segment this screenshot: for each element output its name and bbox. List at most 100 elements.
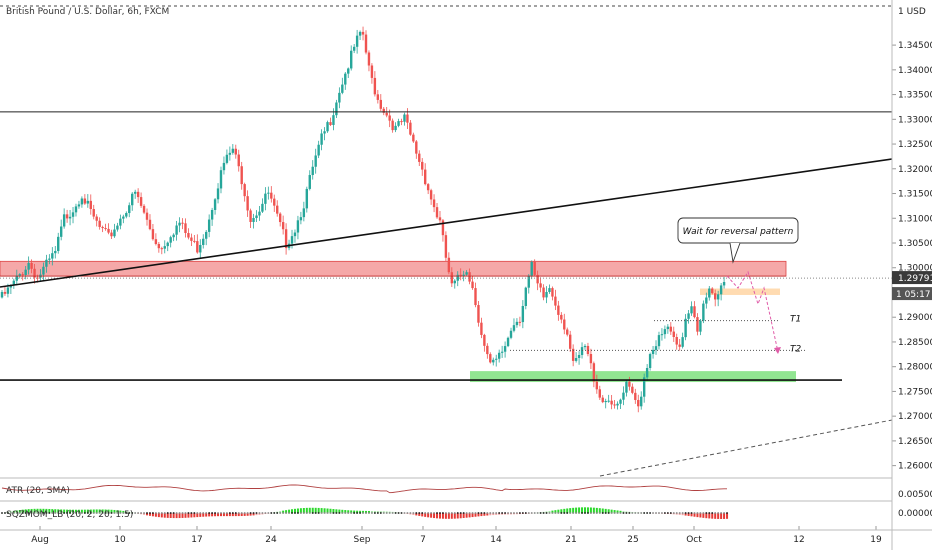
squeeze-dot [572, 512, 574, 514]
y-tick-label: 1.33500 [898, 91, 932, 101]
candle-body [708, 288, 711, 298]
candle-body [684, 318, 687, 338]
squeeze-dot [522, 512, 524, 514]
momentum-bar [66, 509, 69, 514]
momentum-bar [178, 513, 181, 519]
squeeze-dot [462, 512, 465, 514]
candle-body [83, 198, 87, 204]
candle-body [323, 131, 326, 134]
momentum-bar [282, 510, 285, 514]
momentum-bar [122, 510, 125, 514]
y-tick-label: 1.34000 [898, 66, 932, 76]
squeeze-dot [442, 512, 444, 514]
momentum-bar [450, 513, 453, 519]
squeeze-dot [184, 512, 187, 514]
momentum-bar [21, 509, 24, 514]
squeeze-dot [483, 512, 486, 514]
squeeze-dot [717, 512, 719, 514]
momentum-bar [338, 509, 341, 514]
squeeze-dot [670, 512, 672, 514]
candle-body [74, 206, 78, 213]
candle-body [503, 346, 507, 352]
momentum-bar [690, 513, 693, 517]
momentum-bar [563, 508, 566, 514]
candle-body [27, 262, 30, 270]
squeeze-dot [7, 512, 9, 514]
x-tick-label: Sep [354, 535, 371, 545]
squeeze-dot [113, 512, 116, 514]
candle-body [492, 359, 495, 363]
squeeze-dot [684, 512, 687, 514]
candle-body [423, 169, 427, 185]
momentum-bar [285, 510, 288, 514]
momentum-bar [362, 510, 365, 514]
squeeze-dot [101, 512, 104, 514]
candle-body [471, 281, 474, 289]
y-tick-label: 1.29000 [898, 313, 932, 323]
squeeze-dot [261, 512, 264, 514]
candle-body [477, 305, 480, 323]
callout-pointer [729, 242, 741, 264]
y-tick-label: 1.28500 [898, 338, 932, 348]
squeeze-dot [693, 512, 696, 514]
squeeze-dot [610, 512, 613, 514]
squeeze-dot [359, 512, 361, 514]
momentum-bar [148, 513, 151, 516]
momentum-bar [293, 508, 296, 514]
squeeze-dot [714, 512, 717, 514]
candle-body [382, 108, 385, 113]
candle-body [474, 288, 477, 306]
momentum-bar [726, 513, 729, 519]
candle-body [637, 399, 640, 407]
squeeze-dot [226, 512, 228, 514]
momentum-bar [356, 510, 359, 514]
squeeze-dot [658, 512, 660, 514]
candle-body [651, 349, 655, 355]
momentum-bar [211, 513, 214, 517]
squeeze-dot [403, 512, 406, 514]
candle-body [577, 354, 581, 359]
momentum-bar [486, 513, 489, 516]
squeeze-dot [675, 512, 678, 514]
candle-body [104, 228, 107, 230]
momentum-bar [104, 509, 107, 514]
squeeze-dot [353, 512, 355, 514]
momentum-bar [225, 513, 228, 517]
momentum-bar [465, 513, 468, 518]
candle-body [441, 220, 445, 236]
momentum-bar [480, 513, 483, 517]
candle-body [524, 287, 528, 306]
candle-body [592, 363, 596, 382]
squeeze-dot [687, 512, 690, 514]
momentum-bar [424, 513, 427, 517]
momentum-bar [607, 509, 610, 514]
momentum-bar [495, 513, 498, 515]
momentum-bar [30, 508, 33, 514]
candle-body [264, 193, 267, 204]
squeeze-dot [311, 512, 314, 514]
momentum-bar [231, 513, 234, 517]
momentum-bar [583, 507, 586, 514]
candle-body [675, 336, 678, 345]
candle-body [551, 288, 554, 297]
candle-body [33, 268, 36, 278]
candle-body [607, 400, 610, 402]
squeeze-dot [92, 512, 95, 514]
squeeze-dot [486, 512, 489, 514]
candle-body [163, 246, 166, 249]
momentum-bar [598, 508, 601, 514]
candle-body [255, 215, 258, 219]
momentum-bar [72, 509, 75, 514]
momentum-bar [60, 509, 63, 514]
squeeze-dot [119, 512, 122, 514]
momentum-bar [299, 508, 302, 514]
candle-body [258, 211, 261, 216]
candle-body [435, 207, 439, 218]
squeeze-dot [220, 512, 222, 514]
squeeze-dot [190, 512, 193, 514]
momentum-bar [57, 509, 60, 514]
momentum-bar [15, 510, 18, 514]
squeeze-dot [501, 512, 503, 514]
momentum-bar [36, 508, 39, 514]
